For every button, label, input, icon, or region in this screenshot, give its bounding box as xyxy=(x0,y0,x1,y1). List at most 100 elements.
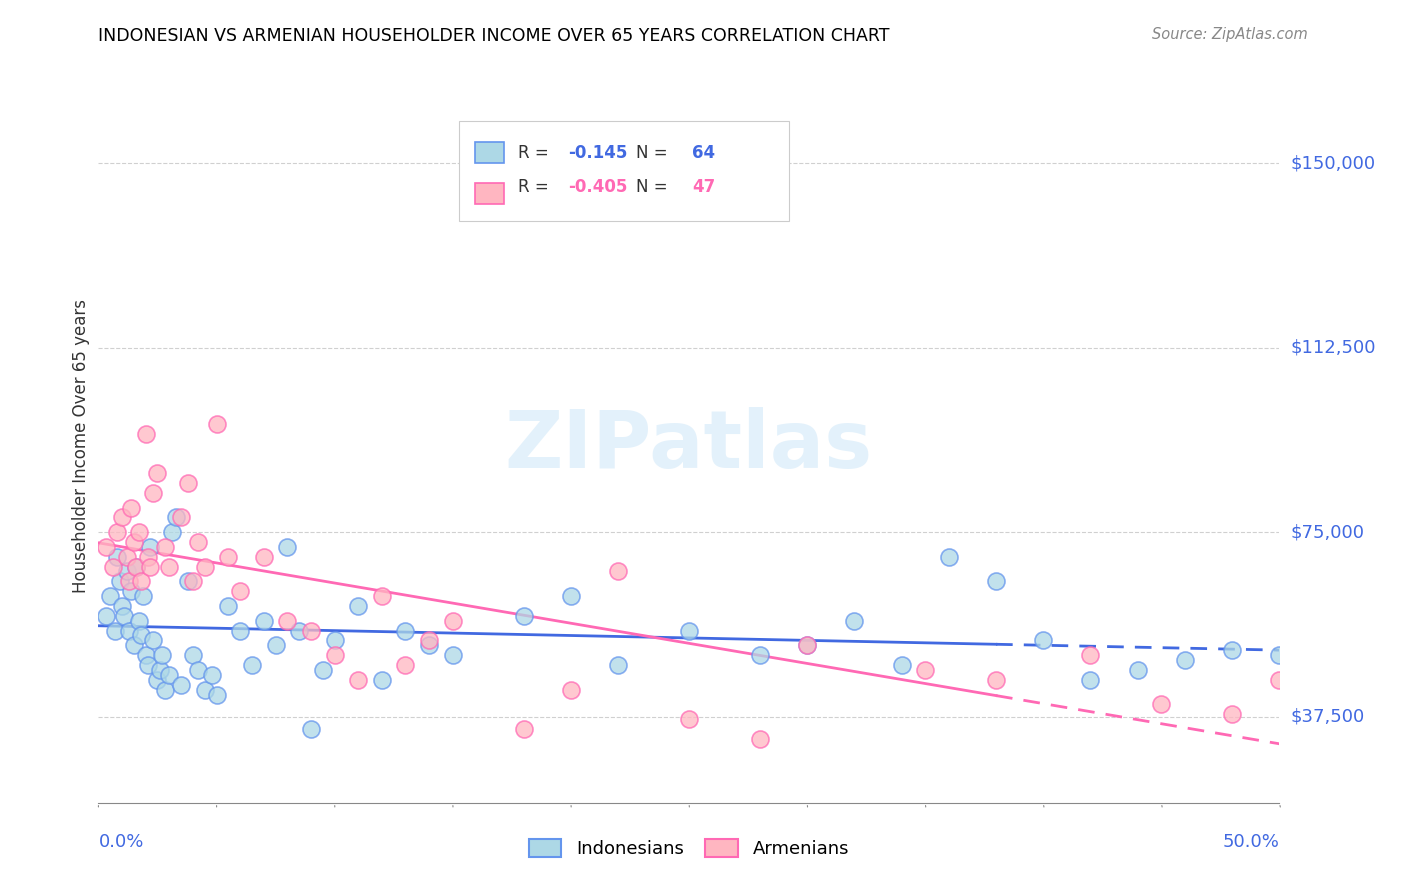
Point xyxy=(132,589,155,603)
Point xyxy=(1126,663,1149,677)
Point xyxy=(121,500,143,515)
Point xyxy=(347,599,370,613)
FancyBboxPatch shape xyxy=(475,183,503,204)
Point xyxy=(136,658,159,673)
Point xyxy=(890,658,912,673)
Point xyxy=(146,673,169,687)
Text: $112,500: $112,500 xyxy=(1291,339,1376,357)
Text: -0.145: -0.145 xyxy=(568,145,628,162)
FancyBboxPatch shape xyxy=(458,121,789,221)
Point xyxy=(139,559,162,574)
Point xyxy=(1150,698,1173,712)
Point xyxy=(441,648,464,662)
Point xyxy=(217,549,239,564)
Point xyxy=(135,648,157,662)
Point xyxy=(139,540,162,554)
Point xyxy=(1268,648,1291,662)
Text: $37,500: $37,500 xyxy=(1291,707,1365,726)
Point xyxy=(160,525,183,540)
Point xyxy=(153,682,176,697)
Point xyxy=(122,535,145,549)
Point xyxy=(1220,707,1243,722)
Point xyxy=(560,589,582,603)
Point xyxy=(129,628,152,642)
Point xyxy=(94,540,117,554)
Point xyxy=(678,712,700,726)
Text: -0.405: -0.405 xyxy=(568,178,628,196)
Point xyxy=(418,638,440,652)
Point xyxy=(181,648,204,662)
Point xyxy=(394,624,416,638)
Point xyxy=(105,525,128,540)
Point xyxy=(796,638,818,652)
Point xyxy=(371,589,394,603)
Point xyxy=(1032,633,1054,648)
Point xyxy=(111,599,134,613)
Point xyxy=(1174,653,1197,667)
Point xyxy=(136,549,159,564)
Point xyxy=(1080,673,1102,687)
Point xyxy=(276,540,298,554)
Point xyxy=(264,638,287,652)
Point xyxy=(984,673,1007,687)
Point xyxy=(276,614,298,628)
Text: Source: ZipAtlas.com: Source: ZipAtlas.com xyxy=(1152,27,1308,42)
Point xyxy=(170,678,193,692)
Text: 47: 47 xyxy=(693,178,716,196)
Point xyxy=(938,549,960,564)
Point xyxy=(177,574,200,589)
Point xyxy=(105,549,128,564)
Point xyxy=(205,688,228,702)
Point xyxy=(125,559,148,574)
Point xyxy=(98,589,121,603)
Point xyxy=(201,668,224,682)
Point xyxy=(253,614,276,628)
Point xyxy=(157,559,180,574)
Point xyxy=(914,663,936,677)
Y-axis label: Householder Income Over 65 years: Householder Income Over 65 years xyxy=(72,299,90,593)
Point xyxy=(1080,648,1102,662)
Point xyxy=(323,633,346,648)
Point xyxy=(146,466,169,480)
Point xyxy=(796,638,818,652)
Point xyxy=(121,584,143,599)
Point xyxy=(394,658,416,673)
Point xyxy=(748,648,770,662)
Text: R =: R = xyxy=(517,178,554,196)
Point xyxy=(560,682,582,697)
Point xyxy=(118,574,141,589)
Point xyxy=(142,633,165,648)
Point xyxy=(129,574,152,589)
Text: N =: N = xyxy=(636,178,672,196)
Point xyxy=(288,624,311,638)
Point xyxy=(112,608,135,623)
Point xyxy=(441,614,464,628)
Point xyxy=(115,565,138,579)
Point xyxy=(157,668,180,682)
Point xyxy=(347,673,370,687)
Text: 0.0%: 0.0% xyxy=(98,833,143,851)
Text: $75,000: $75,000 xyxy=(1291,523,1365,541)
Point xyxy=(128,525,150,540)
Point xyxy=(205,417,228,431)
Point xyxy=(181,574,204,589)
Text: 64: 64 xyxy=(693,145,716,162)
Point xyxy=(323,648,346,662)
Point xyxy=(177,475,200,490)
Point xyxy=(678,624,700,638)
Point xyxy=(150,648,173,662)
Point xyxy=(194,559,217,574)
Point xyxy=(371,673,394,687)
Point xyxy=(165,510,187,524)
Text: N =: N = xyxy=(636,145,672,162)
Point xyxy=(128,614,150,628)
Point xyxy=(512,608,534,623)
Point xyxy=(984,574,1007,589)
Point xyxy=(101,559,124,574)
Point xyxy=(125,559,148,574)
Text: $150,000: $150,000 xyxy=(1291,154,1375,172)
Point xyxy=(229,584,252,599)
Text: R =: R = xyxy=(517,145,554,162)
Point xyxy=(844,614,866,628)
Point xyxy=(253,549,276,564)
